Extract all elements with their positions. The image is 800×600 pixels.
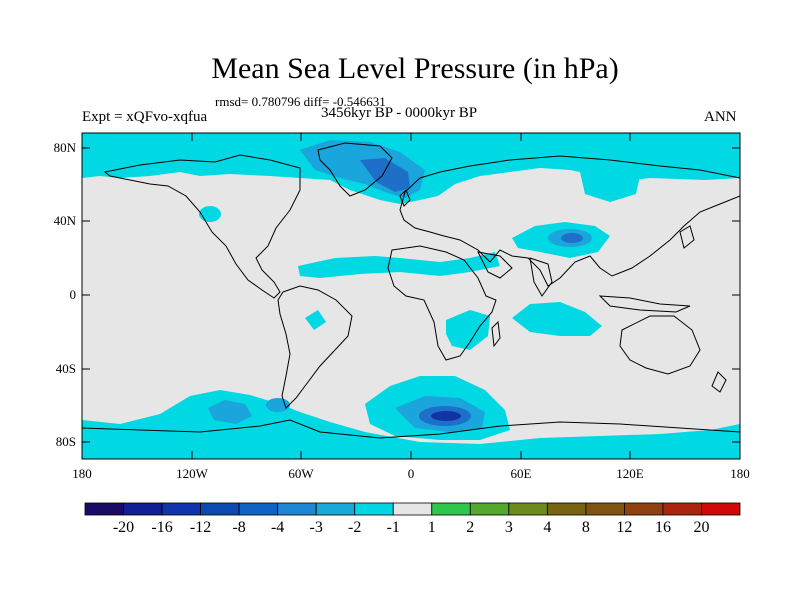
lat-label-80s: 80S (55, 434, 76, 449)
colorbar-box (392, 502, 433, 516)
coast-south-america (277, 285, 353, 409)
coast-antarctica (82, 419, 740, 439)
anomaly-greenland-core (360, 158, 410, 192)
coast-greenland (317, 142, 393, 197)
colorbar (84, 502, 741, 516)
colorbar-label: 2 (466, 519, 475, 536)
season-label: ANN (704, 109, 737, 125)
anomaly-south-atlantic-deep (431, 411, 461, 421)
lon-label-60w: 60W (288, 466, 314, 481)
axis-ticks (82, 133, 740, 459)
lat-label-eq: 0 (69, 287, 77, 302)
colorbar-label: -8 (232, 519, 246, 536)
colorbar-label: -12 (189, 519, 212, 536)
colorbar-label: 12 (616, 519, 633, 536)
colorbar-box (161, 502, 201, 516)
anomaly-southern-africa (446, 310, 490, 350)
colorbar-label: -2 (348, 519, 362, 536)
colorbar-label: 16 (654, 519, 671, 536)
anomaly-indian-ocean (512, 302, 602, 336)
anomaly-siberia (580, 168, 640, 202)
lon-label-0: 0 (407, 466, 415, 481)
lon-label-180e: 180 (730, 466, 750, 481)
colorbar-box (585, 502, 625, 516)
colorbar-label: -16 (151, 519, 173, 536)
colorbar-box (662, 502, 702, 516)
colorbar-box (469, 502, 510, 516)
colorbar-box (354, 502, 394, 516)
coast-africa (387, 245, 497, 361)
lon-label-180w: 180 (72, 466, 92, 481)
colorbar-label: 20 (693, 519, 710, 536)
chart-title: Mean Sea Level Pressure (in hPa) (211, 52, 619, 85)
coast-arabia (477, 251, 513, 279)
anomaly-subtropical-band (298, 252, 500, 278)
colorbar-label: 1 (427, 519, 436, 536)
colorbar-box (508, 502, 548, 516)
colorbar-box (123, 502, 163, 516)
coast-british-isles (399, 189, 411, 207)
colorbar-box (624, 502, 664, 516)
lon-label-120w: 120W (176, 466, 208, 481)
anomaly-south-pacific (208, 400, 252, 424)
lon-label-60e: 60E (510, 466, 532, 481)
coast-india (529, 257, 553, 297)
lat-label-40n: 40N (53, 213, 76, 228)
period-label: 3456kyr BP - 0000kyr BP (321, 105, 478, 121)
anomaly-layer (82, 133, 740, 459)
colorbar-box (315, 502, 356, 516)
coast-indonesia (598, 295, 691, 313)
lon-label-120e: 120E (616, 466, 644, 481)
coast-north-america (103, 154, 301, 299)
anomaly-central-asia-deep (561, 233, 583, 243)
colorbar-label: 8 (581, 519, 590, 536)
colorbar-label: 3 (504, 519, 513, 536)
anomaly-south-america-west (305, 310, 326, 330)
coast-new-zealand (711, 371, 727, 393)
colorbar-label: -1 (386, 519, 400, 536)
colorbar-box (431, 502, 471, 516)
colorbar-box (277, 502, 317, 516)
colorbar-label: -4 (270, 519, 285, 536)
colorbar-box (84, 502, 124, 516)
coast-japan (679, 225, 695, 249)
colorbar-box (701, 502, 741, 516)
anomaly-drake (266, 398, 290, 412)
coast-madagascar (491, 320, 501, 348)
colorbar-label: -3 (309, 519, 323, 536)
colorbar-label: 4 (543, 519, 552, 536)
colorbar-label: -20 (112, 519, 135, 536)
experiment-label: Expt = xQFvo-xqfua (82, 109, 208, 125)
colorbar-box (200, 502, 240, 516)
coast-australia (619, 315, 701, 375)
lat-label-40s: 40S (55, 361, 76, 376)
stats-text: rmsd= 0.780796 diff= -0.546631 (215, 94, 386, 109)
colorbar-box (238, 502, 279, 516)
anomaly-pacific (199, 206, 221, 222)
coast-eurasia (399, 155, 740, 287)
colorbar-box (546, 502, 587, 516)
lat-label-80n: 80N (53, 140, 76, 155)
coastlines (82, 142, 740, 439)
